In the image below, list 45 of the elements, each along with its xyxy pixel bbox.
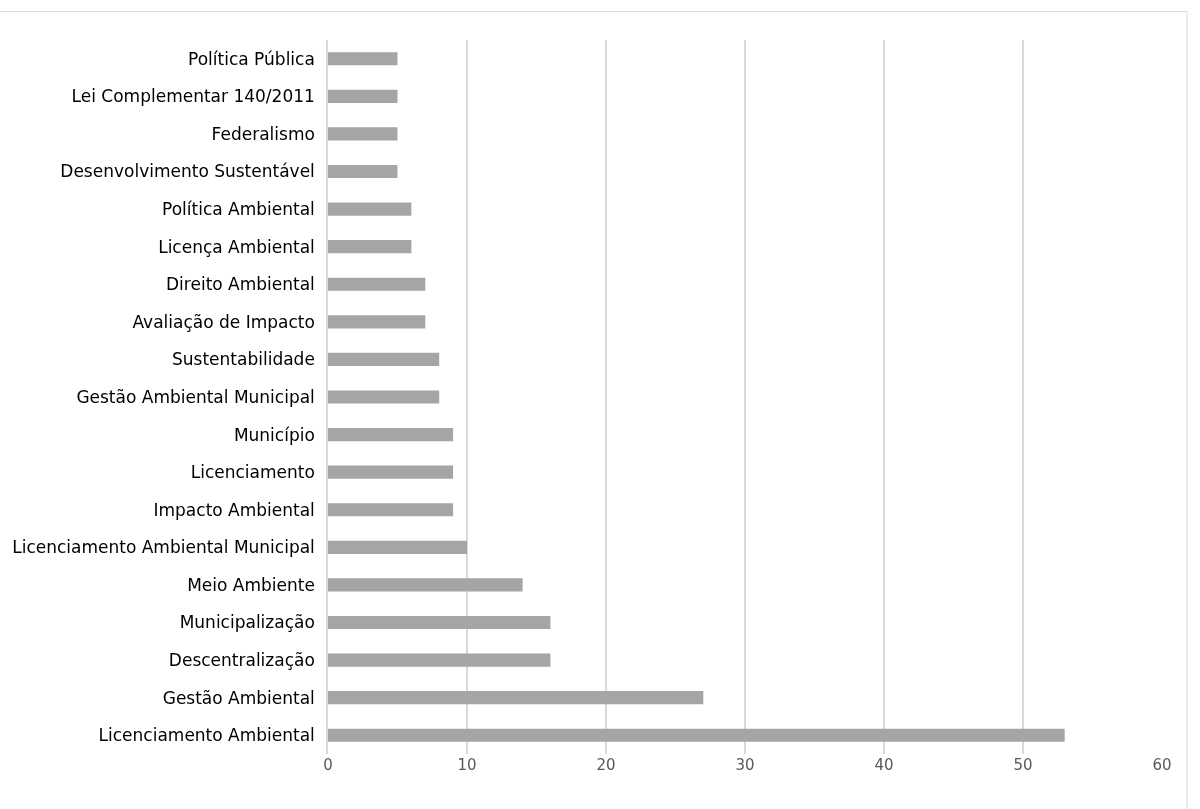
y-tick-label: Gestão Ambiental: [162, 687, 315, 708]
y-tick-label: Desenvolvimento Sustentável: [60, 161, 315, 182]
bar: [328, 428, 454, 442]
y-tick-label: Licenciamento Ambiental: [98, 725, 315, 746]
bar: [328, 615, 551, 630]
bar: [328, 52, 398, 66]
bar: [328, 578, 523, 592]
bar: [328, 127, 398, 141]
y-tick-label: Gestão Ambiental Municipal: [76, 386, 315, 407]
y-tick-label: Sustentabilidade: [172, 349, 315, 370]
x-tick-label: 20: [596, 756, 616, 774]
y-tick-label: Licença Ambiental: [158, 236, 315, 257]
y-tick-label: Licenciamento Ambiental Municipal: [12, 537, 315, 558]
bar: [328, 653, 551, 667]
y-tick-label: Descentralização: [168, 650, 315, 670]
x-tick-label: 30: [735, 756, 755, 774]
bar: [328, 164, 398, 179]
bar: [328, 352, 440, 366]
bar: [328, 277, 426, 291]
bar: [328, 691, 704, 705]
bar: [328, 465, 454, 479]
y-tick-label: Municipalização: [179, 612, 315, 633]
bar: [328, 540, 467, 554]
y-tick-label: Federalismo: [211, 123, 315, 144]
bar: [328, 315, 426, 329]
y-tick-label: Lei Complementar 140/2011: [71, 86, 315, 107]
y-tick-label: Licenciamento: [190, 462, 315, 483]
x-tick-label: 0: [323, 756, 333, 774]
bar: [328, 390, 440, 404]
bar: [328, 240, 412, 254]
x-tick-label: 10: [457, 756, 477, 774]
y-tick-label: Município: [233, 424, 315, 445]
bar: [328, 202, 412, 216]
x-tick-label: 60: [1152, 756, 1172, 774]
bar: [328, 503, 454, 517]
y-tick-label: Política Pública: [188, 48, 315, 69]
y-tick-label: Impacto Ambiental: [153, 499, 315, 520]
y-tick-label: Avaliação de Impacto: [132, 311, 315, 332]
bar: [328, 728, 1065, 742]
y-tick-label: Direito Ambiental: [166, 274, 315, 295]
bar: [328, 89, 398, 103]
y-tick-label: Política Ambiental: [162, 199, 315, 220]
x-tick-label: 40: [874, 756, 894, 774]
x-tick-label: 50: [1013, 756, 1033, 774]
y-tick-label: Meio Ambiente: [187, 574, 315, 595]
